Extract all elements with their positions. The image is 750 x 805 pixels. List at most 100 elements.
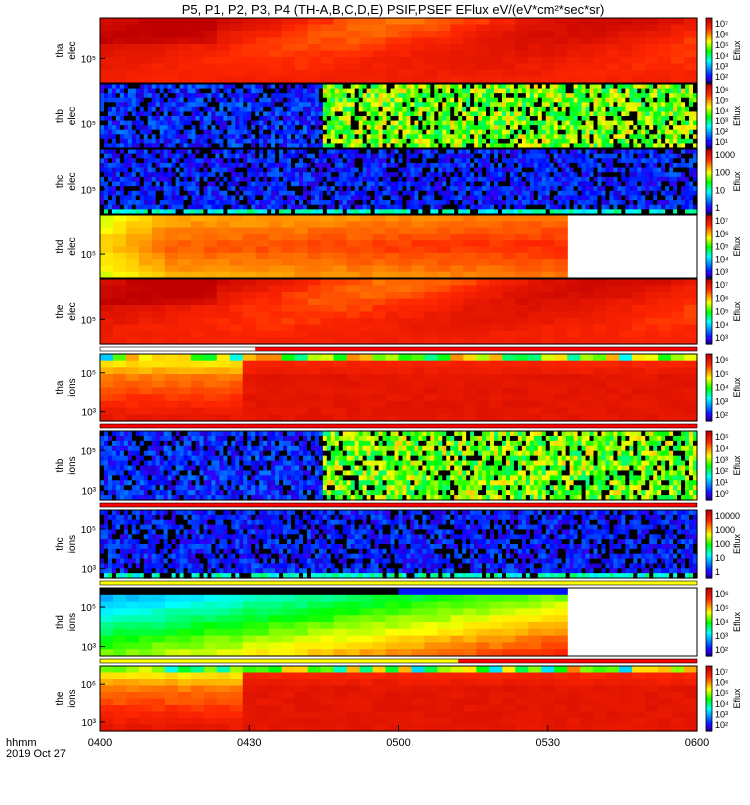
spectrogram-cell — [506, 172, 511, 177]
spectrogram-cell — [164, 154, 169, 159]
spectrogram-cell — [462, 89, 467, 94]
spectrogram-cell — [282, 265, 296, 272]
spectrogram-cell — [518, 186, 523, 191]
spectrogram-cell — [685, 186, 690, 191]
spectrogram-cell — [574, 130, 579, 135]
spectrogram-cell — [617, 130, 622, 135]
spectrogram-cell — [657, 172, 662, 177]
spectrogram-cell — [530, 111, 535, 116]
spectrogram-cell — [200, 168, 205, 173]
spectrogram-cell — [335, 130, 340, 135]
spectrogram-cell — [282, 221, 296, 228]
spectrogram-cell — [269, 31, 283, 38]
spectrogram-cell — [188, 98, 193, 103]
spectrogram-cell — [426, 149, 431, 154]
spectrogram-cell — [418, 172, 423, 177]
spectrogram-cell — [120, 89, 125, 94]
spectrogram-cell — [295, 70, 309, 77]
spectrogram-cell — [375, 116, 380, 121]
spectrogram-cell — [617, 84, 622, 89]
panel-ylabel-probe: thb — [55, 109, 66, 123]
spectrogram-cell — [395, 98, 400, 103]
spectrogram-cell — [574, 158, 579, 163]
spectrogram-cell — [335, 172, 340, 177]
spectrogram-cell — [653, 125, 658, 130]
spectrogram-cell — [132, 172, 137, 177]
spectrogram-cell — [359, 186, 364, 191]
spectrogram-cell — [140, 125, 145, 130]
spectrogram-cell — [685, 163, 690, 168]
spectrogram-cell — [490, 107, 495, 112]
spectrogram-cell — [128, 158, 133, 163]
spectrogram-cell — [570, 102, 575, 107]
spectrogram-cell — [673, 89, 678, 94]
spectrogram-cell — [594, 200, 599, 205]
spectrogram-cell — [287, 130, 292, 135]
spectrogram-cell — [132, 149, 137, 154]
spectrogram-cell — [438, 111, 443, 116]
spectrogram-cell — [148, 168, 153, 173]
spectrogram-cell — [582, 195, 587, 200]
spectrogram-cell — [437, 70, 451, 77]
spectrogram-cell — [649, 158, 654, 163]
spectrogram-cell — [422, 111, 427, 116]
spectrogram-cell — [251, 191, 256, 196]
spectrogram-cell — [223, 172, 228, 177]
spectrogram-cell — [510, 111, 515, 116]
spectrogram-cell — [351, 168, 356, 173]
spectrogram-cell — [601, 163, 606, 168]
spectrogram-cell — [347, 98, 352, 103]
spectrogram-cell — [148, 107, 153, 112]
spectrogram-cell — [215, 195, 220, 200]
spectrogram-cell — [263, 116, 268, 121]
spectrogram-cell — [184, 111, 189, 116]
spectrogram-cell — [180, 149, 185, 154]
spectrogram-cell — [279, 93, 284, 98]
spectrogram-cell — [108, 191, 113, 196]
spectrogram-cell — [184, 93, 189, 98]
spectrogram-cell — [211, 149, 216, 154]
spectrogram-cell — [515, 31, 529, 38]
spectrogram-cell — [621, 158, 626, 163]
spectrogram-cell — [399, 89, 404, 94]
spectrogram-cell — [139, 215, 153, 222]
spectrogram-cell — [570, 182, 575, 187]
spectrogram-cell — [211, 107, 216, 112]
spectrogram-cell — [156, 186, 161, 191]
spectrogram-cell — [526, 149, 531, 154]
spectrogram-cell — [108, 172, 113, 177]
spectrogram-cell — [606, 70, 620, 77]
spectrogram-cell — [538, 177, 543, 182]
spectrogram-cell — [315, 102, 320, 107]
spectrogram-cell — [625, 163, 630, 168]
spectrogram-cell — [307, 200, 312, 205]
spectrogram-cell — [108, 195, 113, 200]
spectrogram-cell — [203, 102, 208, 107]
spectrogram-cell — [554, 200, 559, 205]
spectrogram-cell — [235, 121, 240, 126]
spectrogram-cell — [351, 121, 356, 126]
spectrogram-cell — [506, 158, 511, 163]
spectrogram-cell — [100, 182, 105, 187]
spectrogram-cell — [132, 205, 137, 210]
spectrogram-cell — [295, 177, 300, 182]
spectrogram-cell — [375, 154, 380, 159]
spectrogram-cell — [339, 149, 344, 154]
spectrogram-cell — [256, 64, 270, 71]
spectrogram-cell — [339, 134, 344, 139]
spectrogram-cell — [383, 89, 388, 94]
spectrogram-cell — [247, 205, 252, 210]
spectrogram-cell — [641, 130, 646, 135]
spectrogram-cell — [506, 182, 511, 187]
spectrogram-cell — [331, 191, 336, 196]
spectrogram-cell — [598, 125, 603, 130]
spectrogram-cell — [574, 93, 579, 98]
spectrogram-cell — [645, 154, 650, 159]
spectrogram-cell — [283, 107, 288, 112]
spectrogram-cell — [311, 163, 316, 168]
spectrogram-cell — [605, 149, 610, 154]
spectrogram-cell — [178, 228, 192, 235]
spectrogram-cell — [426, 195, 431, 200]
spectrogram-cell — [395, 116, 400, 121]
